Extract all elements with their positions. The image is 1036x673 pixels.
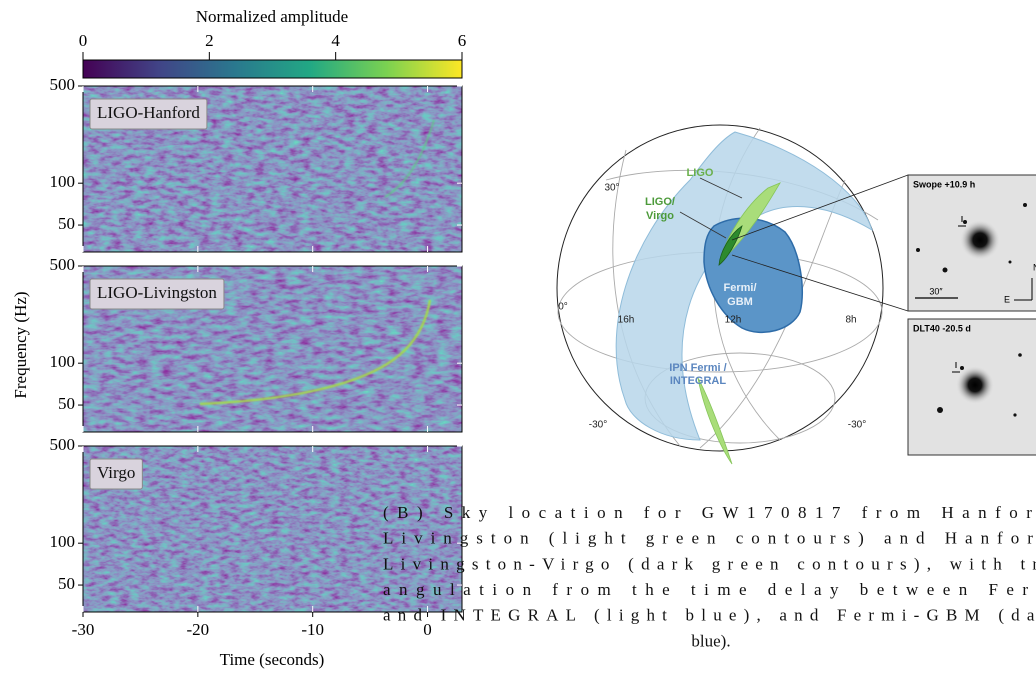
y-tick-label: 500 xyxy=(50,435,76,454)
panel-label-box xyxy=(89,98,208,130)
chirp-track xyxy=(384,119,435,198)
grid-label: -30° xyxy=(589,420,607,431)
grid-label: 8h xyxy=(845,315,856,326)
y-tick-label: 50 xyxy=(58,394,75,413)
inset-label: DLT40 -20.5 d xyxy=(913,323,971,333)
connector-line xyxy=(731,174,909,241)
connector-line xyxy=(731,254,909,312)
y-axis-label: Frequency (Hz) xyxy=(11,291,30,398)
caption-line: angulation from the time delay between F… xyxy=(383,580,1036,599)
colorbar xyxy=(82,59,463,79)
region-label: Virgo xyxy=(646,210,674,222)
leader-line xyxy=(699,177,743,199)
panel-label-box xyxy=(89,458,143,490)
region-label: GBM xyxy=(727,296,753,308)
y-tick-label: 100 xyxy=(50,532,76,551)
panel-frame xyxy=(82,265,463,433)
y-tick-label: 500 xyxy=(50,75,76,94)
x-tick-label: 0 xyxy=(423,620,432,639)
caption-line: Livingston (light green contours) and Ha… xyxy=(383,529,1036,548)
caption-line: Livingston-Virgo (dark green contours), … xyxy=(383,554,1036,573)
region-label: INTEGRAL xyxy=(670,375,727,387)
y-tick-label: 50 xyxy=(58,214,75,233)
panel-label: LIGO-Hanford xyxy=(97,103,200,122)
grid-label: 12h xyxy=(725,315,742,326)
y-tick-label: 50 xyxy=(58,574,75,593)
panel-label: Virgo xyxy=(97,463,135,482)
y-tick-label: 100 xyxy=(50,352,76,371)
caption: (B) Sky location for GW170817 from Hanfo… xyxy=(383,503,1036,651)
panel-frame xyxy=(82,85,463,253)
compass-label: E xyxy=(1004,294,1010,304)
sky-map xyxy=(556,124,909,465)
grid-label: 0° xyxy=(558,302,568,313)
leader-line xyxy=(679,211,727,239)
ligo-region xyxy=(697,377,733,465)
colorbar-tick-label: 2 xyxy=(205,31,214,50)
x-tick-label: -30 xyxy=(72,620,95,639)
inset-label: Swope +10.9 h xyxy=(913,179,975,189)
caption-line: and INTEGRAL (light blue), and Fermi-GBM… xyxy=(383,606,1036,625)
x-tick-label: -10 xyxy=(301,620,324,639)
grid-label: 16h xyxy=(618,315,635,326)
region-label: LIGO/ xyxy=(645,196,675,208)
spectrogram-panel xyxy=(83,446,462,612)
scale-label: 30″ xyxy=(929,286,943,296)
region-label: LIGO xyxy=(687,167,714,179)
colorbar-tick-label: 0 xyxy=(79,31,88,50)
caption-line: blue). xyxy=(691,631,730,650)
x-axis-label: Time (seconds) xyxy=(220,650,325,669)
colorbar-tick-label: 4 xyxy=(331,31,340,50)
caption-line: (B) Sky location for GW170817 from Hanfo… xyxy=(383,503,1036,522)
colorbar-tick-label: 6 xyxy=(458,31,467,50)
x-tick-label: -20 xyxy=(187,620,210,639)
inset-image: 30″ Swope +10.9 h N E xyxy=(907,174,1036,312)
region-label: Fermi/ xyxy=(723,282,756,294)
chirp-track xyxy=(199,299,432,406)
colorbar-label: Normalized amplitude xyxy=(196,7,348,26)
y-tick-label: 500 xyxy=(50,255,76,274)
region-label: IPN Fermi / xyxy=(669,362,726,374)
galaxy xyxy=(960,220,1000,260)
panel-frame xyxy=(82,445,463,613)
ligo-virgo-region xyxy=(718,225,743,266)
y-tick-label: 100 xyxy=(50,172,76,191)
inset-image: DLT40 -20.5 d xyxy=(907,318,1036,456)
galaxy xyxy=(956,366,994,404)
panel-label: LIGO-Livingston xyxy=(97,283,217,302)
compass-label: N xyxy=(1033,262,1036,272)
ipn-region xyxy=(615,131,873,441)
panel-label-box xyxy=(89,278,225,310)
grid-label: 30° xyxy=(604,183,619,194)
grid-label: -30° xyxy=(848,420,866,431)
